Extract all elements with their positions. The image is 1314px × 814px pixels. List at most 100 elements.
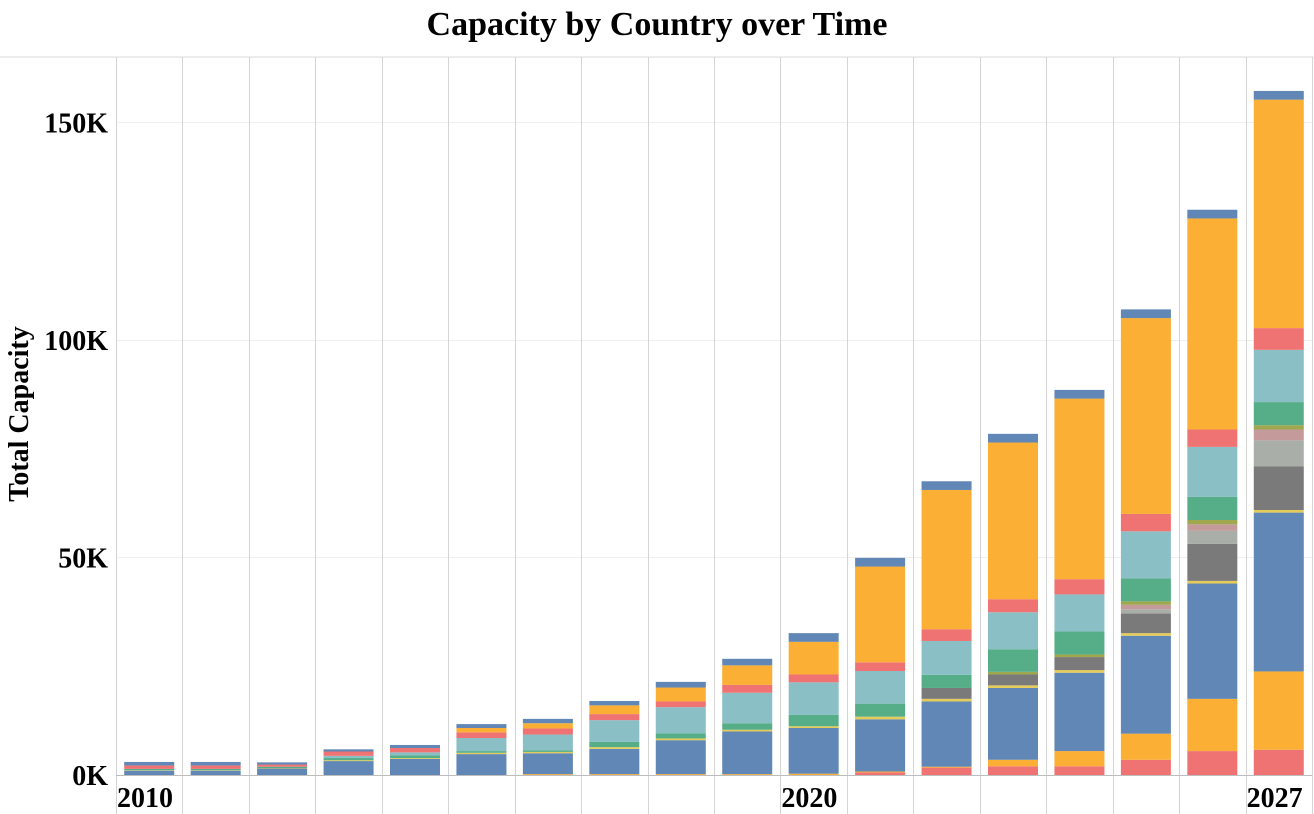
bar-segment-2026-s5 <box>1187 543 1238 581</box>
bar-segment-2015-s13 <box>456 724 507 729</box>
bar-segment-2013-s3 <box>323 761 374 775</box>
bar-segment-2016-s2 <box>522 774 573 775</box>
bar-segment-2016-s3 <box>522 753 573 775</box>
bar-segment-2023-s2 <box>988 759 1038 767</box>
bar-segment-2027-s9 <box>1253 402 1304 426</box>
bar-segment-2022-s1 <box>921 767 972 775</box>
bar-segment-2025-s3 <box>1120 635 1171 734</box>
bar-segment-2019-s12 <box>722 665 773 685</box>
bar-segment-2021-s3 <box>855 719 906 772</box>
bar-segment-2014-s4 <box>390 758 440 759</box>
bar-segment-2024-s12 <box>1054 398 1105 580</box>
bar-segment-2027-s5 <box>1253 466 1304 510</box>
bar-segment-2015-s11 <box>456 732 507 739</box>
bar-segment-2024-s2 <box>1054 751 1105 767</box>
bar-segment-2018-s4 <box>655 738 706 741</box>
bar-segment-2017-s11 <box>589 714 640 721</box>
bar-segment-2014-s11 <box>390 748 440 753</box>
bar-segment-2012-s11 <box>257 764 308 767</box>
bar-segment-2018-s2 <box>655 774 706 775</box>
y-tick-label-0K: 0K <box>72 761 108 792</box>
bar-segment-2018-s11 <box>655 701 706 708</box>
bar-segment-2015-s3 <box>456 754 507 775</box>
bar-segment-2018-s9 <box>655 733 706 739</box>
bar-segment-2025-s9 <box>1120 578 1171 602</box>
bar-segment-2020-s12 <box>788 641 839 675</box>
bar-segment-2025-s7 <box>1120 604 1171 610</box>
bar-segment-2020-s3 <box>788 728 839 774</box>
x-tick-label-2027: 2027 <box>1247 783 1303 814</box>
bar-segment-2019-s11 <box>722 684 773 693</box>
bar-segment-2010-s11 <box>124 765 175 769</box>
bar-segment-2027-s8 <box>1253 425 1304 430</box>
bar-segment-2019-s3 <box>722 731 773 775</box>
x-tick-label-2020: 2020 <box>781 783 837 814</box>
bar-segment-2011-s9 <box>190 768 241 771</box>
bar-segment-2027-s12 <box>1253 99 1304 329</box>
bar-segment-2017-s9 <box>589 741 640 748</box>
bar-segment-2020-s11 <box>788 674 839 683</box>
bar-segment-2015-s4 <box>456 752 507 755</box>
bar-segment-2017-s3 <box>589 748 640 775</box>
bar-segment-2026-s6 <box>1187 530 1238 544</box>
bar-segment-2022-s12 <box>921 489 972 630</box>
bar-segment-2021-s10 <box>855 671 906 704</box>
bar-segment-2026-s7 <box>1187 524 1238 531</box>
bar-segment-2027-s2 <box>1253 671 1304 750</box>
bar-segment-2011-s3 <box>190 770 241 775</box>
bar-segment-2010-s9 <box>124 768 175 771</box>
bar-segment-2020-s10 <box>788 682 839 715</box>
bar-segment-2025-s1 <box>1120 759 1171 775</box>
bar-segment-2013-s9 <box>323 758 374 761</box>
bar-segment-2016-s10 <box>522 734 573 751</box>
bar-segment-2025-s4 <box>1120 633 1171 636</box>
bar-segment-2017-s4 <box>589 747 640 749</box>
bar-segment-2019-s13 <box>722 658 773 666</box>
bar-segment-2024-s5 <box>1054 657 1105 671</box>
bar-segment-2022-s13 <box>921 481 972 490</box>
bar-segment-2018-s10 <box>655 707 706 734</box>
bar-segment-2019-s9 <box>722 723 773 730</box>
bar-segment-2024-s8 <box>1054 654 1105 658</box>
bar-segment-2023-s10 <box>988 612 1038 650</box>
bar-segment-2025-s12 <box>1120 318 1171 514</box>
bar-segment-2023-s13 <box>988 433 1038 443</box>
bar-segment-2017-s10 <box>589 720 640 742</box>
x-tick-label-2010: 2010 <box>117 783 173 814</box>
bar-segment-2012-s13 <box>257 762 308 765</box>
bar-segment-2014-s9 <box>390 755 440 759</box>
bar-segment-2023-s4 <box>988 685 1038 688</box>
bar-segment-2023-s12 <box>988 442 1038 600</box>
bar-segment-2026-s3 <box>1187 583 1238 699</box>
bar-segment-2027-s10 <box>1253 349 1304 403</box>
bar-segment-2026-s10 <box>1187 446 1238 497</box>
bar-segment-2021-s1 <box>855 772 906 775</box>
bars-layer <box>124 90 1304 775</box>
bar-segment-2025-s8 <box>1120 601 1171 605</box>
bar-segment-2023-s8 <box>988 671 1038 675</box>
bar-segment-2026-s11 <box>1187 429 1238 447</box>
bar-segment-2021-s2 <box>855 771 906 773</box>
bar-segment-2024-s13 <box>1054 389 1105 399</box>
bar-segment-2026-s4 <box>1187 580 1238 584</box>
axis-layer: 0K 50K 100K 150K 2010 2020 2027 <box>44 108 1312 814</box>
bar-segment-2014-s13 <box>390 744 440 749</box>
bar-segment-2013-s4 <box>323 760 374 762</box>
bar-segment-2016-s11 <box>522 728 573 735</box>
bar-segment-2010-s13 <box>124 761 175 766</box>
bar-segment-2012-s3 <box>257 768 308 775</box>
bar-segment-2020-s13 <box>788 633 839 642</box>
bar-segment-2010-s3 <box>124 770 175 775</box>
bar-segment-2023-s3 <box>988 687 1038 760</box>
bar-segment-2017-s2 <box>589 774 640 775</box>
bar-segment-2024-s9 <box>1054 631 1105 655</box>
bar-segment-2019-s10 <box>722 692 773 724</box>
bar-segment-2013-s13 <box>323 749 374 752</box>
bar-segment-2023-s5 <box>988 674 1038 686</box>
bar-segment-2020-s9 <box>788 714 839 727</box>
bar-segment-2014-s3 <box>390 758 440 775</box>
bar-segment-2015-s9 <box>456 751 507 753</box>
bar-segment-2018-s3 <box>655 740 706 775</box>
bar-segment-2022-s11 <box>921 629 972 641</box>
bar-segment-2025-s5 <box>1120 613 1171 634</box>
